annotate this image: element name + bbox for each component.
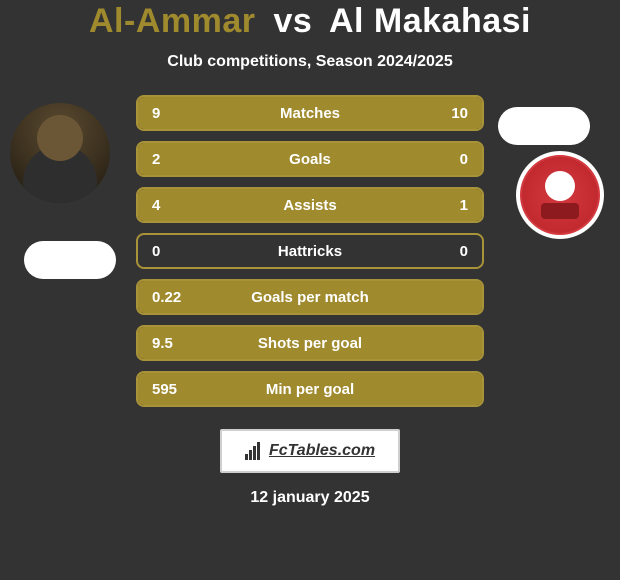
stat-row: 9.5Shots per goal: [136, 325, 484, 361]
stat-label: Matches: [208, 105, 412, 122]
stat-rows: 9Matches102Goals04Assists10Hattricks00.2…: [136, 95, 484, 417]
page-title: Al-Ammar vs Al Makahasi: [0, 0, 620, 41]
title-player1: Al-Ammar: [89, 2, 255, 40]
stat-row: 2Goals0: [136, 141, 484, 177]
stat-label: Goals per match: [208, 289, 412, 306]
player2-flag: [498, 107, 590, 145]
stat-value-left: 9.5: [138, 335, 208, 352]
stat-label: Hattricks: [208, 243, 412, 260]
stat-row: 9Matches10: [136, 95, 484, 131]
stat-value-right: 10: [412, 105, 482, 122]
branding-text: FcTables.com: [269, 442, 375, 460]
stat-label: Shots per goal: [208, 335, 412, 352]
date: 12 january 2025: [0, 489, 620, 507]
stat-row: 0.22Goals per match: [136, 279, 484, 315]
stat-value-left: 0: [138, 243, 208, 260]
stat-value-left: 2: [138, 151, 208, 168]
stat-value-left: 0.22: [138, 289, 208, 306]
title-player2: Al Makahasi: [329, 2, 531, 40]
stat-label: Min per goal: [208, 381, 412, 398]
comparison-card: Al-Ammar vs Al Makahasi Club competition…: [0, 0, 620, 580]
title-vs: vs: [273, 2, 312, 40]
stat-value-right: 0: [412, 243, 482, 260]
stat-row: 4Assists1: [136, 187, 484, 223]
stat-row: 0Hattricks0: [136, 233, 484, 269]
branding-link[interactable]: FcTables.com: [220, 429, 400, 473]
player2-club-badge: [516, 151, 604, 239]
stat-value-left: 9: [138, 105, 208, 122]
stat-value-left: 4: [138, 197, 208, 214]
stat-value-left: 595: [138, 381, 208, 398]
player1-avatar: [10, 103, 110, 203]
player1-flag: [24, 241, 116, 279]
stat-value-right: 0: [412, 151, 482, 168]
bars-icon: [245, 442, 263, 460]
stat-label: Assists: [208, 197, 412, 214]
subtitle: Club competitions, Season 2024/2025: [0, 53, 620, 71]
stat-row: 595Min per goal: [136, 371, 484, 407]
stat-value-right: 1: [412, 197, 482, 214]
stat-label: Goals: [208, 151, 412, 168]
content: 9Matches102Goals04Assists10Hattricks00.2…: [0, 93, 620, 413]
